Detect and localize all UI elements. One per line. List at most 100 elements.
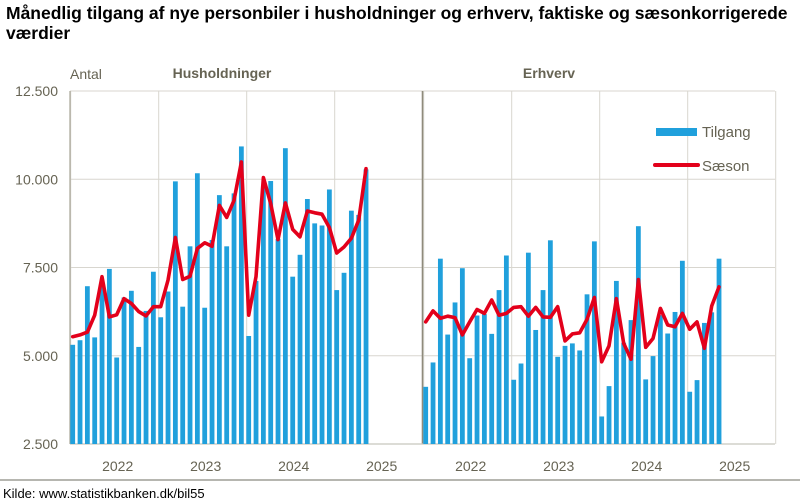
bar-tilgang (319, 225, 325, 444)
x-tick-label: 2025 (366, 458, 397, 474)
bar-tilgang (209, 239, 215, 444)
bar-tilgang (437, 258, 443, 444)
legend-swatch-tilgang (656, 128, 697, 136)
bar-tilgang (224, 246, 230, 444)
bar-tilgang (445, 334, 451, 444)
bar-tilgang (591, 241, 597, 444)
bar-tilgang (452, 302, 458, 444)
bar-tilgang (77, 340, 83, 444)
bar-tilgang (650, 356, 656, 444)
bar-tilgang (231, 193, 237, 444)
bar-tilgang (665, 333, 671, 444)
line-saeson (70, 160, 368, 339)
panel-title-husholdninger: Husholdninger (173, 65, 272, 81)
bar-tilgang (430, 362, 436, 444)
bar-tilgang (326, 189, 332, 444)
bar-tilgang (635, 226, 641, 444)
bar-tilgang (114, 357, 120, 444)
bar-tilgang (577, 350, 583, 444)
bar-tilgang (569, 343, 575, 444)
chart-title: Månedlig tilgang af nye personbiler i hu… (6, 3, 788, 43)
bar-tilgang (356, 214, 362, 444)
y-tick-label: 2.500 (23, 436, 58, 452)
bar-tilgang (613, 280, 619, 444)
bar-tilgang (716, 258, 722, 444)
bar-tilgang (555, 356, 561, 444)
bar-tilgang (533, 329, 539, 444)
bar-tilgang (503, 255, 509, 444)
bar-tilgang (70, 344, 76, 444)
x-tick-label: 2022 (455, 458, 486, 474)
bar-tilgang (158, 317, 164, 444)
line-saeson (423, 277, 721, 364)
bar-tilgang (312, 223, 318, 444)
bar-tilgang (584, 294, 590, 444)
bar-tilgang (606, 386, 612, 444)
bar-tilgang (238, 146, 244, 444)
x-tick-label: 2025 (719, 458, 750, 474)
bar-tilgang (518, 363, 524, 444)
bar-tilgang (657, 315, 663, 444)
bar-tilgang (694, 380, 700, 444)
bar-tilgang (282, 148, 288, 444)
bar-tilgang (92, 337, 98, 444)
bar-tilgang (99, 281, 105, 444)
bar-tilgang (363, 169, 369, 444)
bar-tilgang (672, 311, 678, 444)
x-tick-label: 2022 (102, 458, 133, 474)
bar-tilgang (459, 268, 465, 444)
bar-tilgang (511, 379, 517, 444)
bar-tilgang (121, 297, 127, 444)
bar-tilgang (621, 342, 627, 444)
bar-tilgang (467, 358, 473, 444)
bar-tilgang (687, 391, 693, 444)
bar-tilgang (348, 210, 354, 444)
bar-tilgang (216, 195, 222, 444)
bar-tilgang (253, 280, 259, 444)
y-tick-label: 5.000 (23, 348, 58, 364)
bar-tilgang (165, 291, 171, 444)
marks (70, 146, 722, 445)
bar-tilgang (679, 260, 685, 444)
bar-tilgang (106, 268, 112, 444)
x-tick-label: 2023 (543, 458, 574, 474)
bar-tilgang (496, 290, 502, 444)
bar-tilgang (525, 252, 531, 444)
bar-tilgang (474, 315, 480, 444)
bar-tilgang (260, 186, 266, 444)
x-tick-label: 2023 (190, 458, 221, 474)
bar-tilgang (180, 306, 186, 444)
y-tick-label: 12.500 (15, 83, 58, 99)
bar-tilgang (128, 290, 134, 444)
legend: Tilgang Sæson (653, 124, 751, 175)
bar-tilgang (202, 307, 208, 444)
legend-label-tilgang: Tilgang (702, 124, 751, 141)
bar-tilgang (628, 320, 634, 444)
labels: 2.500 5.000 7.500 10.000 12.500 2022 2023 2024 2… (15, 83, 750, 474)
bar-tilgang (290, 276, 296, 444)
y-tick-label: 7.500 (23, 260, 58, 276)
bar-tilgang (599, 416, 605, 444)
bar-tilgang (709, 312, 715, 444)
bar-tilgang (246, 335, 252, 444)
bar-tilgang (341, 272, 347, 444)
bar-tilgang (136, 346, 142, 444)
bar-tilgang (643, 379, 649, 444)
panel-title-erhverv: Erhverv (523, 65, 575, 81)
bar-tilgang (172, 181, 178, 445)
bar-tilgang (423, 386, 429, 444)
x-tick-label: 2024 (631, 458, 662, 474)
bar-tilgang (84, 286, 90, 444)
bar-tilgang (275, 238, 281, 444)
bar-tilgang (187, 246, 193, 444)
x-tick-label: 2024 (278, 458, 309, 474)
bar-tilgang (143, 310, 149, 444)
bar-tilgang (194, 173, 200, 444)
bar-tilgang (489, 333, 495, 444)
source-note: Kilde: www.statistikbanken.dk/bil55 (3, 486, 205, 501)
bar-tilgang (481, 314, 487, 444)
bar-tilgang (268, 181, 274, 444)
bar-tilgang (562, 345, 568, 444)
bar-tilgang (547, 240, 553, 444)
